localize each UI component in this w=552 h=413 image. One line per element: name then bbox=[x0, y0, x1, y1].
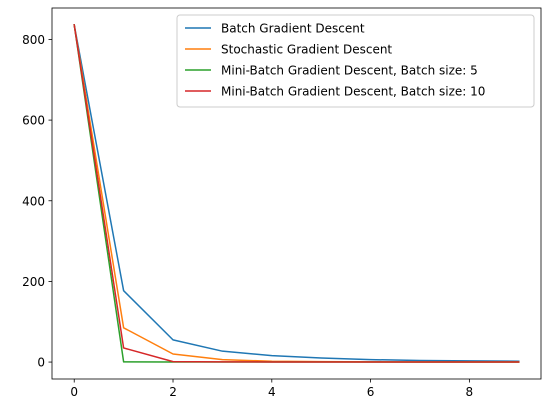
x-tick-label: 4 bbox=[268, 385, 276, 399]
legend-label-3: Mini-Batch Gradient Descent, Batch size:… bbox=[221, 64, 478, 78]
axes: 0 2 4 6 8 0 200 400 600 800 bbox=[22, 7, 542, 399]
x-tick-label: 8 bbox=[466, 385, 474, 399]
plot-frame bbox=[51, 7, 542, 380]
legend-label-4: Mini-Batch Gradient Descent, Batch size:… bbox=[221, 85, 485, 99]
y-tick-label: 800 bbox=[22, 33, 45, 47]
legend-label-2: Stochastic Gradient Descent bbox=[221, 43, 392, 57]
x-tick-label: 2 bbox=[169, 385, 177, 399]
series-lines bbox=[73, 24, 520, 363]
y-tick-label: 0 bbox=[37, 356, 45, 370]
legend: Batch Gradient Descent Stochastic Gradien… bbox=[176, 14, 535, 108]
y-tick-label: 400 bbox=[22, 194, 45, 208]
legend-box bbox=[176, 14, 535, 108]
legend-label-1: Batch Gradient Descent bbox=[221, 22, 365, 36]
y-tick-label: 200 bbox=[22, 275, 45, 289]
x-tick-label: 0 bbox=[70, 385, 78, 399]
y-tick-label: 600 bbox=[22, 114, 45, 128]
x-tick-label: 6 bbox=[367, 385, 375, 399]
series-line-4 bbox=[73, 24, 520, 363]
series-line-1 bbox=[73, 24, 520, 363]
